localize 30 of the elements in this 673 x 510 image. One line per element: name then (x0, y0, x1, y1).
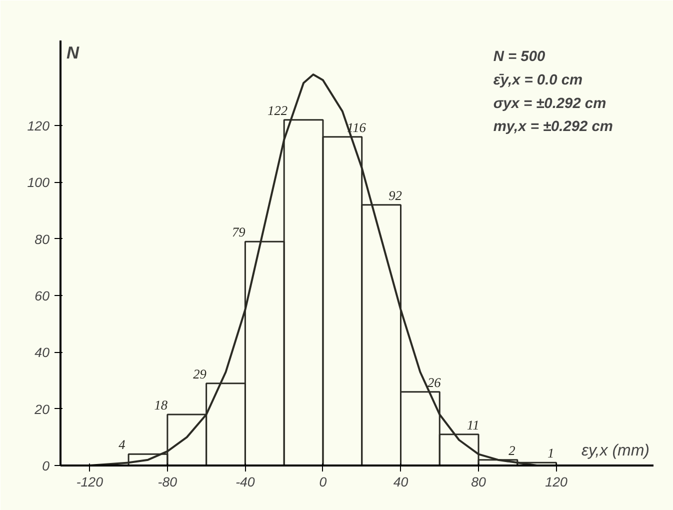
data-label: 18 (154, 398, 168, 412)
annotation: σyx = ±0.292 cm (493, 96, 606, 112)
y-tick-label: 80 (34, 232, 50, 247)
data-label: 11 (466, 417, 480, 432)
y-tick-label: 100 (27, 175, 50, 190)
data-label: 1 (548, 446, 554, 461)
x-tick-label: 120 (545, 474, 568, 490)
y-tick-label: 120 (27, 118, 50, 134)
y-tick-label: 60 (34, 288, 50, 304)
x-tick-label: -120 (76, 474, 104, 490)
annotation: ε̄y,x = 0.0 cm (493, 72, 583, 88)
data-label: 122 (268, 102, 288, 118)
data-label: 4 (118, 437, 126, 452)
data-label: 26 (428, 374, 442, 390)
x-axis-title: εy,x (mm) (581, 442, 650, 460)
y-tick-label: 20 (34, 402, 50, 417)
y-tick-label: 40 (34, 345, 50, 360)
x-tick-label: 80 (471, 474, 487, 490)
y-axis-title: N (66, 42, 80, 62)
annotation: N = 500 (493, 49, 546, 65)
y-tick-label: 0 (42, 458, 50, 474)
data-label: 29 (193, 366, 207, 382)
data-label: 92 (388, 188, 402, 203)
annotation: my,x = ±0.292 cm (493, 119, 613, 136)
data-label: 79 (232, 224, 246, 240)
x-tick-label: -80 (158, 474, 178, 490)
x-tick-label: -40 (236, 474, 256, 490)
x-tick-label: 0 (319, 474, 328, 490)
x-tick-label: 40 (393, 474, 409, 490)
data-label: 2 (508, 442, 516, 458)
